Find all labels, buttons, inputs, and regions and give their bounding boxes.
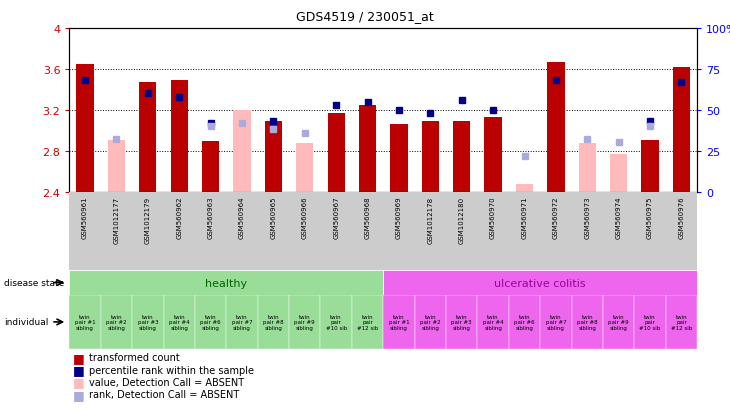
Text: value, Detection Call = ABSENT: value, Detection Call = ABSENT [89,377,244,387]
Bar [446,295,477,349]
Bar [320,295,352,349]
Bar [383,271,697,295]
Bar [234,110,250,192]
Bar [258,295,289,349]
Text: GSM560963: GSM560963 [207,196,214,238]
Text: GSM560966: GSM560966 [301,196,308,238]
Text: twin
pair #7
sibling: twin pair #7 sibling [545,314,566,330]
Text: twin
pair #4
sibling: twin pair #4 sibling [483,314,504,330]
Bar [108,141,125,192]
Text: transformed count: transformed count [89,352,180,362]
Bar [579,144,596,192]
Text: GSM1012180: GSM1012180 [458,196,465,243]
Text: GSM560971: GSM560971 [521,196,528,238]
Text: GDS4519 / 230051_at: GDS4519 / 230051_at [296,10,434,23]
Text: twin
pair #2
sibling: twin pair #2 sibling [420,314,441,330]
Text: healthy: healthy [205,278,247,288]
Text: GSM560965: GSM560965 [270,196,277,238]
Text: twin
pair #8
sibling: twin pair #8 sibling [263,314,284,330]
Text: twin
pair #9
sibling: twin pair #9 sibling [294,314,315,330]
Text: GSM560967: GSM560967 [333,196,339,238]
Text: GSM560962: GSM560962 [176,196,182,238]
Text: twin
pair #6
sibling: twin pair #6 sibling [200,314,221,330]
Bar [164,295,195,349]
Text: ■: ■ [73,388,85,401]
Bar [391,125,407,192]
Text: twin
pair #2
sibling: twin pair #2 sibling [106,314,127,330]
Text: GSM560961: GSM560961 [82,196,88,238]
Bar [666,295,697,349]
Bar [226,295,258,349]
Text: twin
pair #1
sibling: twin pair #1 sibling [388,314,410,330]
Bar [171,81,188,192]
Bar [673,68,690,192]
Text: ■: ■ [73,351,85,364]
Bar [139,83,156,192]
Text: twin
pair
#12 sib: twin pair #12 sib [357,314,378,330]
Text: GSM1012179: GSM1012179 [145,196,151,243]
Bar [634,295,666,349]
Text: twin
pair
#10 sib: twin pair #10 sib [326,314,347,330]
Bar [477,295,509,349]
Text: percentile rank within the sample: percentile rank within the sample [89,365,254,375]
Text: GSM560974: GSM560974 [615,196,622,238]
Text: ■: ■ [73,363,85,376]
Text: twin
pair #1
sibling: twin pair #1 sibling [74,314,96,330]
Bar [101,295,132,349]
Bar [548,62,564,192]
Text: twin
pair #7
sibling: twin pair #7 sibling [231,314,253,330]
Bar [422,122,439,192]
Bar [202,142,219,192]
Bar [352,295,383,349]
Bar [328,114,345,192]
Bar [572,295,603,349]
Text: GSM1012177: GSM1012177 [113,196,120,243]
Bar [359,105,376,192]
Text: twin
pair #3
sibling: twin pair #3 sibling [137,314,158,330]
Bar [540,295,572,349]
Text: GSM560970: GSM560970 [490,196,496,238]
Text: GSM560973: GSM560973 [584,196,591,238]
Text: GSM1012178: GSM1012178 [427,196,434,243]
Bar [265,122,282,192]
Text: twin
pair #9
sibling: twin pair #9 sibling [608,314,629,330]
Bar [296,144,313,192]
Text: ulcerative colitis: ulcerative colitis [494,278,586,288]
Text: twin
pair #6
sibling: twin pair #6 sibling [514,314,535,330]
Text: individual: individual [4,318,48,327]
Text: GSM560976: GSM560976 [678,196,685,238]
Bar [516,185,533,192]
Bar [69,271,383,295]
Bar [453,122,470,192]
Text: twin
pair
#12 sib: twin pair #12 sib [671,314,692,330]
Bar [509,295,540,349]
Bar [642,141,658,192]
Text: disease state: disease state [4,278,64,287]
Bar [610,154,627,192]
Bar [195,295,226,349]
Bar [289,295,320,349]
Text: GSM560969: GSM560969 [396,196,402,238]
Bar [69,295,101,349]
Text: twin
pair
#10 sib: twin pair #10 sib [639,314,661,330]
Text: GSM560964: GSM560964 [239,196,245,238]
Bar [383,295,415,349]
Text: GSM560968: GSM560968 [364,196,371,238]
Bar [415,295,446,349]
Text: twin
pair #8
sibling: twin pair #8 sibling [577,314,598,330]
Bar [77,64,93,192]
Text: GSM560975: GSM560975 [647,196,653,238]
Text: rank, Detection Call = ABSENT: rank, Detection Call = ABSENT [89,389,239,399]
Bar [603,295,634,349]
Text: GSM560972: GSM560972 [553,196,559,238]
Text: twin
pair #3
sibling: twin pair #3 sibling [451,314,472,330]
Bar [485,118,502,192]
Text: twin
pair #4
sibling: twin pair #4 sibling [169,314,190,330]
Bar [132,295,164,349]
Text: ■: ■ [73,375,85,389]
